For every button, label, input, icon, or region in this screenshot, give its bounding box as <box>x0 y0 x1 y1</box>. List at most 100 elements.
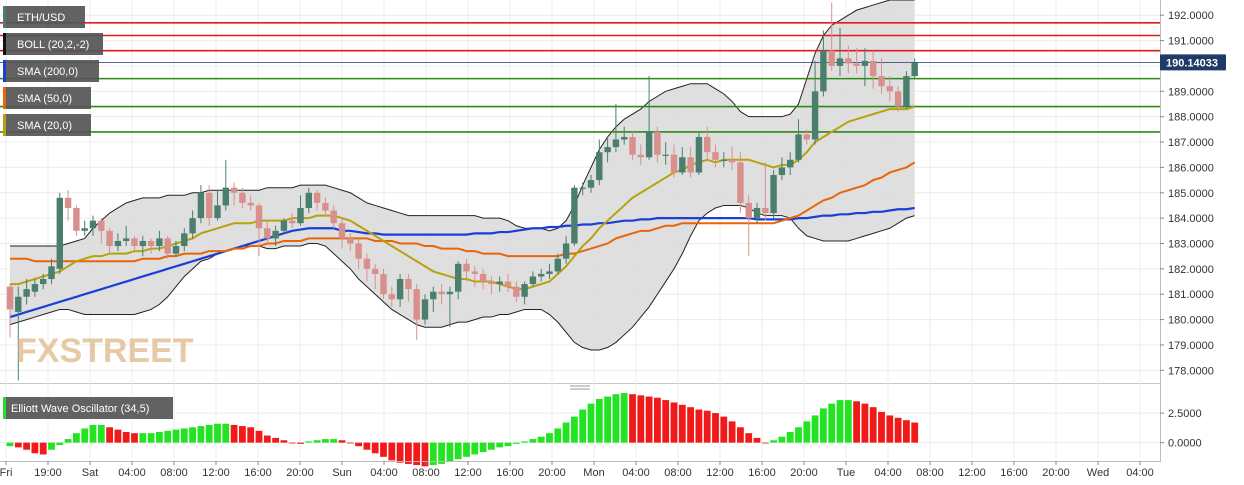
oscillator-bar <box>48 442 55 450</box>
legend-box <box>3 60 99 82</box>
oscillator-bar <box>471 442 479 455</box>
oscillator-bar <box>720 416 728 443</box>
bollinger-lower-line <box>9 204 915 351</box>
oscillator-bar <box>421 442 429 467</box>
candle-body <box>629 136 636 155</box>
candle-body <box>670 154 678 173</box>
oscillator-bar <box>678 404 686 443</box>
oscillator-bar <box>64 439 72 443</box>
oscillator-bar <box>903 420 910 443</box>
candle-body <box>803 134 810 140</box>
oscillator-bar <box>521 441 528 443</box>
time-tick-label: 12:00 <box>202 467 230 479</box>
price-tick-label: 188.0000 <box>1168 112 1214 124</box>
legend-label: SMA (20,0) <box>17 120 72 132</box>
oscillator-bar <box>579 409 587 443</box>
candle-body <box>704 136 711 153</box>
oscillator-bar <box>687 407 694 443</box>
oscillator-bar <box>247 427 255 443</box>
candle-body <box>15 296 22 312</box>
time-tick-label: Tue <box>837 467 856 479</box>
osc-tick-label: 2.5000 <box>1168 408 1202 420</box>
candle-body <box>778 167 786 176</box>
oscillator-bar <box>463 442 470 457</box>
candle-body <box>114 240 122 247</box>
candles-layer <box>6 2 918 381</box>
candle-body <box>81 228 88 231</box>
candle-body <box>247 202 254 206</box>
candle-body <box>181 233 188 247</box>
candle-body <box>504 281 512 287</box>
oscillator-bar <box>853 401 860 443</box>
candle-body <box>521 284 528 297</box>
oscillator-bar <box>405 442 412 464</box>
oscillator-bar <box>637 395 645 443</box>
time-tick-label: 04:00 <box>118 467 146 479</box>
price-tick-label: 180.0000 <box>1168 315 1214 327</box>
oscillator-bar <box>454 442 462 460</box>
candle-body <box>189 218 196 234</box>
candle-body <box>156 238 163 247</box>
time-tick-label: 20:00 <box>790 467 818 479</box>
oscillator-bar <box>413 442 421 466</box>
oscillator-bar <box>230 424 238 443</box>
candle-body <box>147 240 155 247</box>
oscillator-bar <box>761 442 769 444</box>
candle-body <box>878 76 885 87</box>
time-tick-label: Wed <box>1087 467 1109 479</box>
candle-body <box>911 62 918 77</box>
oscillator-bar <box>488 442 495 450</box>
candle-body <box>388 294 395 300</box>
oscillator-bar <box>504 442 512 447</box>
candle-body <box>6 286 14 310</box>
legend-label: BOLL (20,2,-2) <box>17 39 89 51</box>
candle-body <box>479 273 487 282</box>
candle-body <box>571 187 578 244</box>
time-tick-label: 20:00 <box>286 467 314 479</box>
oscillator-bar <box>39 442 47 455</box>
oscillator-bar <box>512 442 520 444</box>
candle-body <box>496 281 503 285</box>
oscillator-bar <box>869 407 877 443</box>
candle-body <box>23 289 30 297</box>
candle-body <box>596 152 603 181</box>
candle-body <box>123 238 130 241</box>
support-resistance-layer <box>0 22 1160 133</box>
candle-body <box>98 220 105 231</box>
oscillator-bar <box>205 424 213 443</box>
candle-body <box>413 289 420 320</box>
candle-body <box>222 187 229 206</box>
candle-body <box>89 220 97 229</box>
time-tick-label: Sat <box>82 467 99 479</box>
candle-body <box>762 207 769 214</box>
candle-body <box>546 271 553 274</box>
oscillator-bar <box>861 403 869 443</box>
candle-body <box>728 159 736 163</box>
price-tick-label: 192.0000 <box>1168 10 1214 22</box>
oscillator-bar <box>554 428 562 443</box>
sma-20-line <box>10 105 915 291</box>
candle-body <box>894 91 902 107</box>
oscillator-bar <box>388 442 396 461</box>
time-tick-label: 08:00 <box>916 467 944 479</box>
price-tick-label: 179.0000 <box>1168 340 1214 352</box>
oscillator-bar <box>305 441 313 443</box>
oscillator-bar <box>56 442 64 445</box>
candle-body <box>463 263 470 272</box>
oscillator-bar <box>844 400 852 443</box>
candle-body <box>172 246 180 254</box>
legend-layer: ETH/USD BOLL (20,2,-2) SMA (200,0) SMA (50,… <box>3 6 173 419</box>
oscillator-bar <box>14 442 22 448</box>
candle-body <box>529 276 537 285</box>
oscillator-bar <box>255 430 263 443</box>
oscillator-legend-label: Elliott Wave Oscillator (34,5) <box>11 403 149 415</box>
oscillator-bar <box>703 410 711 443</box>
time-tick-label: 16:00 <box>496 467 524 479</box>
oscillator-bar <box>239 426 246 443</box>
time-tick-label: 04:00 <box>1126 467 1154 479</box>
price-tick-label: 181.0000 <box>1168 289 1214 301</box>
oscillator-bar <box>537 436 545 443</box>
time-tick-label: 20:00 <box>1042 467 1070 479</box>
